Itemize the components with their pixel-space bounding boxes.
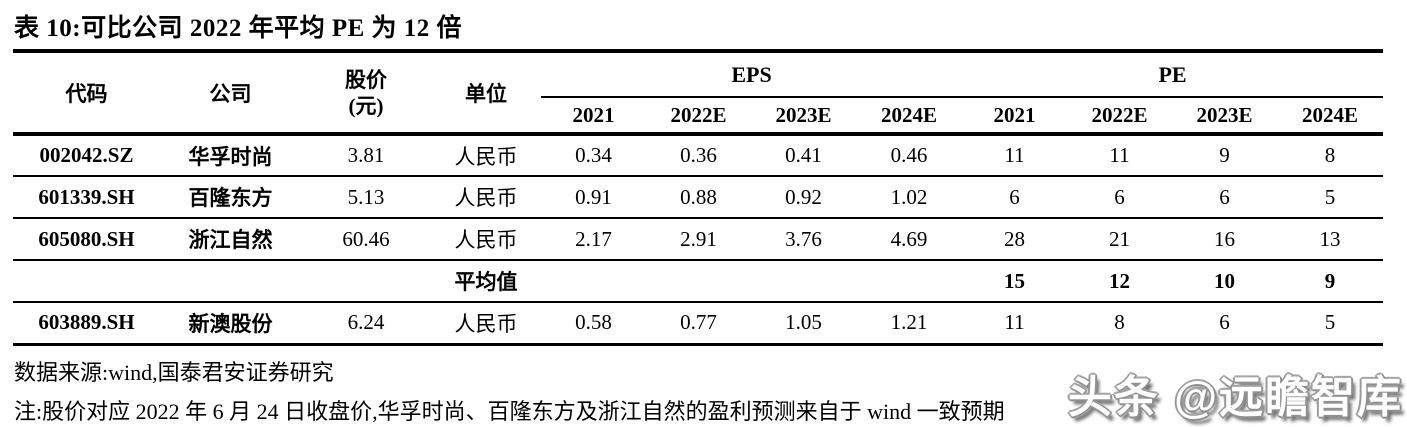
cell-eps-2024e: 1.21 [856, 302, 963, 346]
group-header-pe: PE [962, 53, 1384, 98]
cell-company: 百隆东方 [160, 176, 301, 219]
cell-average-label: 平均值 [431, 260, 541, 303]
watermark: 头条 @远瞻智库 [1067, 373, 1403, 422]
cell-code-empty [13, 260, 160, 303]
cell-pe-2023e: 9 [1172, 134, 1278, 177]
cell-pe-2021: 6 [962, 176, 1068, 219]
col-header-eps-2024e: 2024E [856, 97, 963, 136]
cell-company: 新澳股份 [160, 302, 301, 346]
table-row-xinao: 603889.SH 新澳股份 6.24 人民币 0.58 0.77 1.05 1… [13, 302, 1384, 346]
cell-pe-2022e: 6 [1067, 176, 1173, 219]
table-row-zhejiang-natural: 605080.SH 浙江自然 60.46 人民币 2.17 2.91 3.76 … [13, 218, 1384, 261]
col-header-eps-2023e: 2023E [751, 97, 856, 136]
cell-pe-2021: 11 [962, 302, 1068, 346]
cell-eps-2022e: 2.91 [646, 218, 751, 261]
cell-pe-2021: 28 [962, 218, 1068, 261]
table-row-huafu: 002042.SZ 华孚时尚 3.81 人民币 0.34 0.36 0.41 0… [13, 134, 1384, 177]
comparable-companies-table: 代码 公司 股价 (元) 单位 EPS PE 2021 2022E 2023E … [13, 53, 1384, 346]
col-header-unit: 单位 [431, 53, 541, 136]
cell-eps-2021: 2.17 [541, 218, 646, 261]
col-header-price: 股价 (元) [301, 53, 431, 136]
col-header-price-line2: (元) [348, 93, 384, 118]
table-row-average: 平均值 15 12 10 9 [13, 260, 1384, 303]
cell-eps-2022e: 0.77 [646, 302, 751, 346]
data-source-line: 数据来源:wind,国泰君安证券研究 [14, 359, 334, 385]
cell-eps-2021: 0.91 [541, 176, 646, 219]
cell-price: 5.13 [301, 176, 431, 219]
table-row-bros: 601339.SH 百隆东方 5.13 人民币 0.91 0.88 0.92 1… [13, 176, 1384, 219]
cell-eps-2022e-empty [646, 260, 751, 303]
cell-pe-2023e: 6 [1172, 302, 1278, 346]
col-header-pe-2023e: 2023E [1172, 97, 1278, 136]
cell-eps-2024e: 0.46 [856, 134, 963, 177]
cell-price: 6.24 [301, 302, 431, 346]
cell-eps-2024e-empty [856, 260, 963, 303]
col-header-eps-2022e: 2022E [646, 97, 751, 136]
table-title: 表 10:可比公司 2022 年平均 PE 为 12 倍 [14, 15, 463, 42]
cell-pe-2024e: 13 [1277, 218, 1384, 261]
cell-price-empty [301, 260, 431, 303]
cell-pe-2024e: 5 [1277, 302, 1384, 346]
col-header-company: 公司 [160, 53, 301, 136]
cell-pe-2023e: 6 [1172, 176, 1278, 219]
cell-eps-2022e: 0.88 [646, 176, 751, 219]
cell-eps-2024e: 4.69 [856, 218, 963, 261]
cell-eps-2021: 0.34 [541, 134, 646, 177]
cell-unit: 人民币 [431, 134, 541, 177]
cell-eps-2023e-empty [751, 260, 856, 303]
col-header-pe-2024e: 2024E [1277, 97, 1384, 136]
group-header-eps: EPS [541, 53, 963, 98]
cell-code: 603889.SH [13, 302, 160, 346]
cell-pe-avg-2023e: 10 [1172, 260, 1278, 303]
cell-eps-2023e: 3.76 [751, 218, 856, 261]
cell-pe-2022e: 21 [1067, 218, 1173, 261]
cell-eps-2023e: 1.05 [751, 302, 856, 346]
col-header-pe-2021: 2021 [962, 97, 1068, 136]
cell-company: 浙江自然 [160, 218, 301, 261]
cell-unit: 人民币 [431, 302, 541, 346]
cell-code: 605080.SH [13, 218, 160, 261]
cell-code: 601339.SH [13, 176, 160, 219]
cell-price: 60.46 [301, 218, 431, 261]
cell-pe-2021: 11 [962, 134, 1068, 177]
cell-pe-avg-2024e: 9 [1277, 260, 1384, 303]
cell-pe-avg-2022e: 12 [1067, 260, 1173, 303]
cell-unit: 人民币 [431, 218, 541, 261]
cell-eps-2023e: 0.41 [751, 134, 856, 177]
cell-code: 002042.SZ [13, 134, 160, 177]
cell-pe-2024e: 8 [1277, 134, 1384, 177]
cell-company: 华孚时尚 [160, 134, 301, 177]
cell-eps-2021-empty [541, 260, 646, 303]
cell-eps-2022e: 0.36 [646, 134, 751, 177]
cell-price: 3.81 [301, 134, 431, 177]
cell-pe-2022e: 11 [1067, 134, 1173, 177]
cell-eps-2023e: 0.92 [751, 176, 856, 219]
cell-pe-2023e: 16 [1172, 218, 1278, 261]
col-header-price-line1: 股价 [345, 67, 387, 92]
cell-company-empty [160, 260, 301, 303]
cell-eps-2024e: 1.02 [856, 176, 963, 219]
col-header-code: 代码 [13, 53, 160, 136]
cell-eps-2021: 0.58 [541, 302, 646, 346]
title-rule [13, 49, 1383, 53]
cell-pe-2022e: 8 [1067, 302, 1173, 346]
cell-unit: 人民币 [431, 176, 541, 219]
cell-pe-avg-2021: 15 [962, 260, 1068, 303]
cell-pe-2024e: 5 [1277, 176, 1384, 219]
footnote-line: 注:股价对应 2022 年 6 月 24 日收盘价,华孚时尚、百隆东方及浙江自然… [14, 398, 1005, 424]
col-header-pe-2022e: 2022E [1067, 97, 1173, 136]
col-header-eps-2021: 2021 [541, 97, 646, 136]
